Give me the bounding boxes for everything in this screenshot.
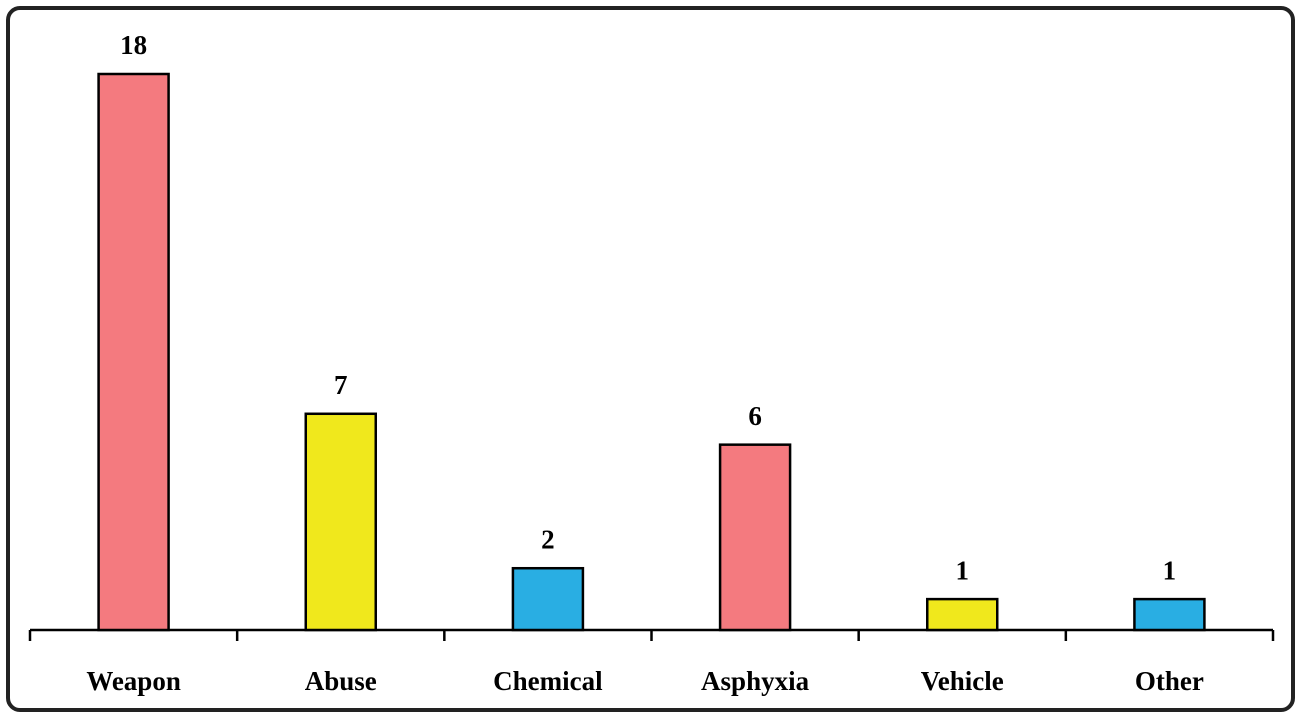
x-tick-label: Chemical bbox=[493, 666, 603, 696]
bar bbox=[304, 412, 377, 632]
data-label: 1 bbox=[956, 555, 970, 585]
bar bbox=[718, 443, 792, 632]
bar bbox=[97, 72, 170, 632]
bar bbox=[511, 566, 585, 632]
data-label: 6 bbox=[748, 401, 762, 431]
data-label: 1 bbox=[1163, 555, 1177, 585]
x-tick-label: Other bbox=[1135, 666, 1204, 696]
bar bbox=[926, 597, 999, 632]
bar bbox=[1133, 597, 1206, 632]
data-label: 18 bbox=[120, 30, 147, 60]
data-label: 2 bbox=[541, 524, 555, 554]
chart-frame bbox=[6, 6, 1295, 712]
x-tick-label: Vehicle bbox=[921, 666, 1004, 696]
x-tick-label: Weapon bbox=[86, 666, 181, 696]
data-label: 7 bbox=[334, 370, 348, 400]
x-tick-label: Abuse bbox=[305, 666, 377, 696]
x-tick-label: Asphyxia bbox=[701, 666, 810, 696]
